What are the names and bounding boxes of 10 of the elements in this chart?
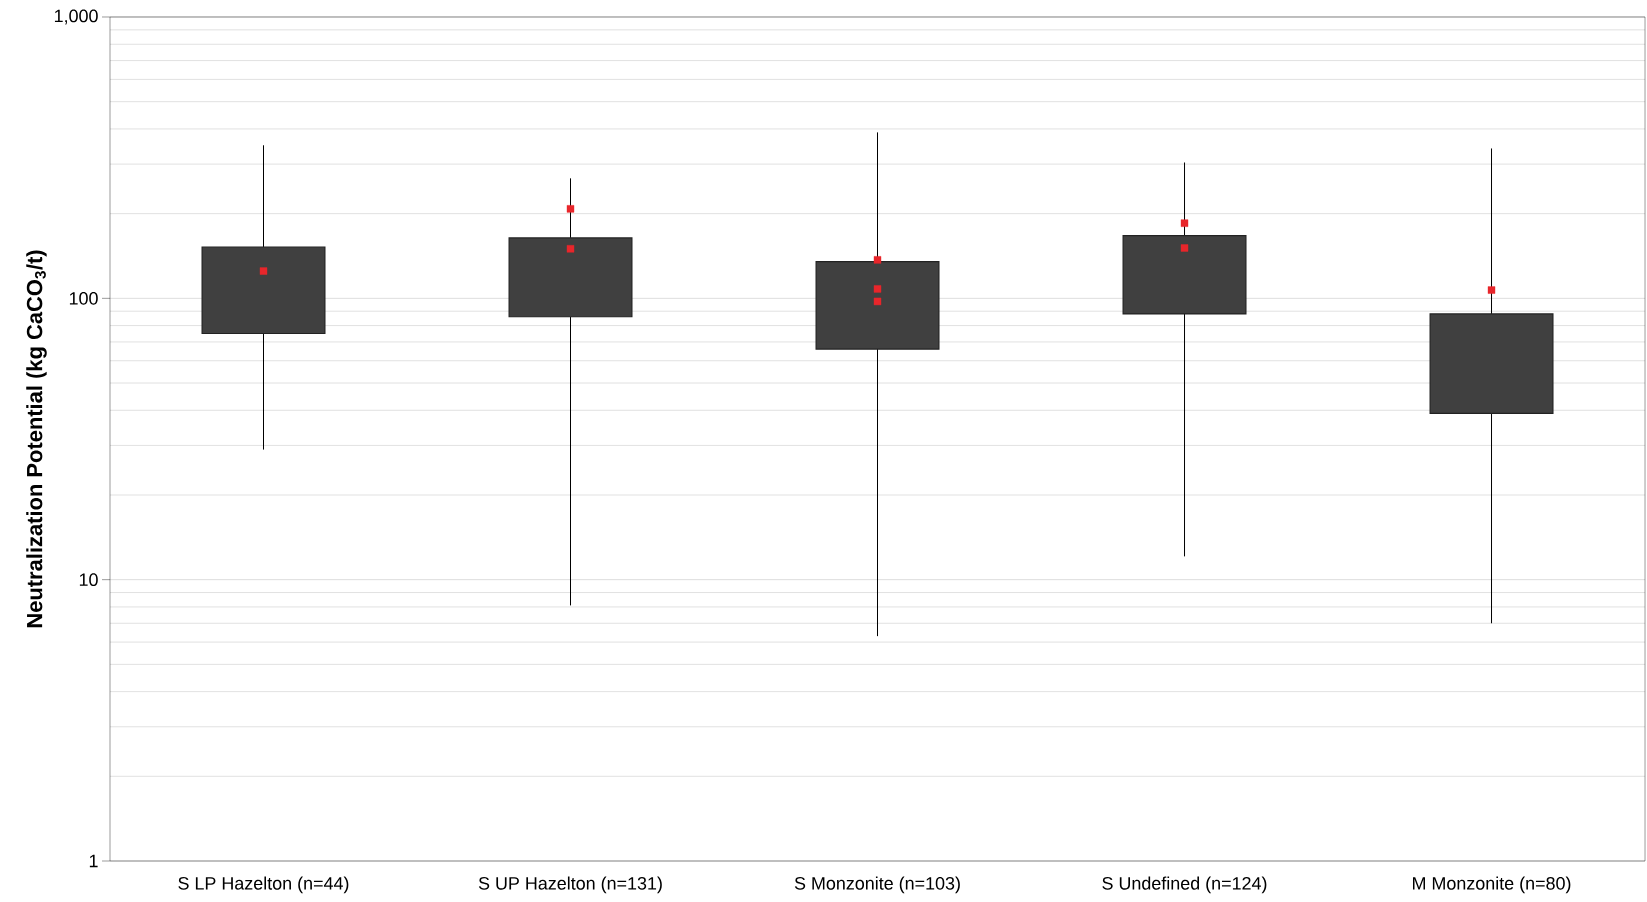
y-tick-label: 1,000 — [54, 9, 98, 25]
y-axis-title: Neutralization Potential (kg CaCO$_{3}$/t) — [26, 250, 47, 628]
y-tick-label: 100 — [69, 291, 98, 305]
y-tick-label: 10 — [79, 573, 98, 587]
x-tick-label: S LP Hazelton (n=44) — [178, 876, 349, 894]
x-tick-label: S Monzonite (n=103) — [794, 876, 960, 894]
x-tick-label: M Monzonite (n=80) — [1413, 876, 1571, 894]
x-tick-label: S Undefined (n=124) — [1102, 876, 1267, 894]
x-tick-label: S UP Hazelton (n=131) — [478, 876, 662, 894]
y-tick-label: 1 — [89, 854, 98, 868]
